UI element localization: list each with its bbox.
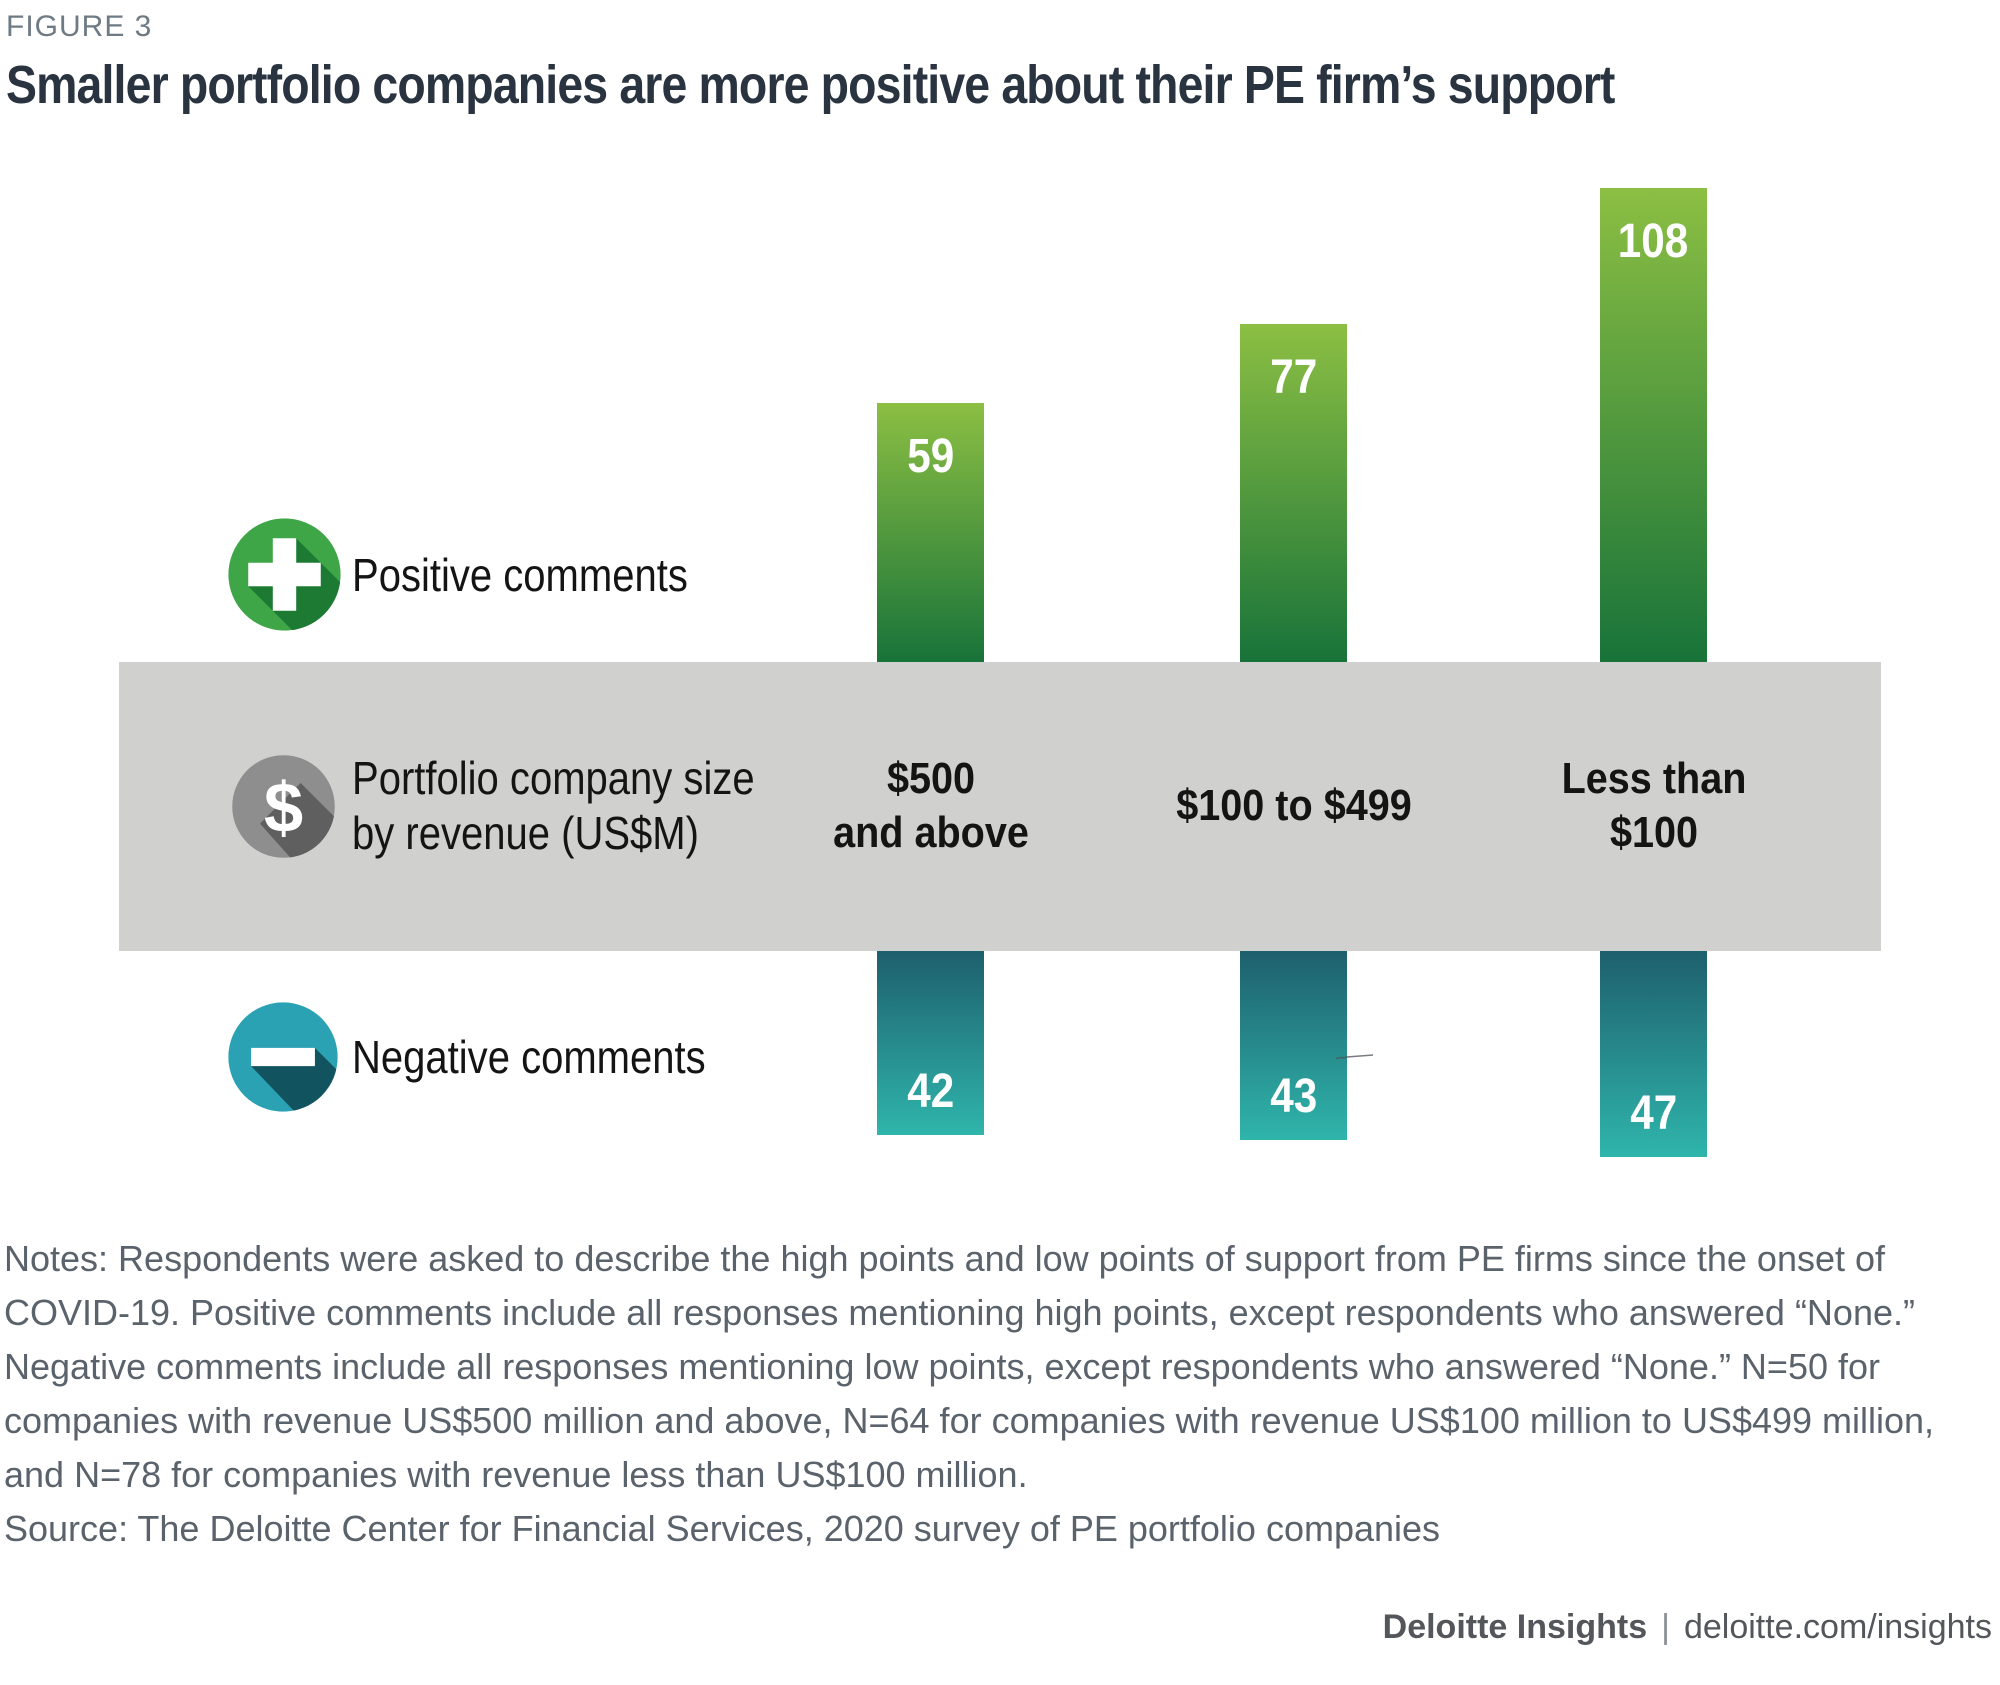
negative-bar: 42 — [877, 951, 984, 1135]
footer-url[interactable]: deloitte.com/insights — [1683, 1608, 1992, 1646]
positive-bar: 77 — [1240, 324, 1347, 662]
legend-negative-label: Negative comments — [352, 1031, 706, 1083]
plus-icon — [228, 518, 341, 631]
category-label: $500 and above — [832, 754, 1029, 857]
stray-mark — [1335, 1054, 1374, 1060]
notes-text: Notes: Respondents were asked to describ… — [4, 1238, 1935, 1549]
dollar-icon: $ — [232, 755, 335, 858]
negative-bar: 43 — [1240, 951, 1347, 1140]
footer-brand: Deloitte Insights — [1382, 1608, 1648, 1646]
page-title: Smaller portfolio companies are more pos… — [6, 55, 1615, 115]
category-band — [119, 662, 1881, 951]
bar-value-label: 108 — [1618, 215, 1689, 268]
negative-bar: 47 — [1600, 951, 1707, 1157]
positive-bar: 108 — [1600, 188, 1707, 662]
band-axis-label: Portfolio company size by revenue (US$M) — [352, 752, 755, 859]
category-label: Less than $100 — [1561, 754, 1746, 857]
svg-text:$: $ — [264, 768, 303, 847]
footer-separator: | — [1661, 1608, 1670, 1646]
minus-icon — [228, 1002, 338, 1112]
positive-bar: 59 — [877, 403, 984, 662]
bar-value-label: 43 — [1270, 1070, 1317, 1123]
bar-value-label: 59 — [907, 430, 954, 483]
figure-label: FIGURE 3 — [6, 10, 153, 43]
bar-value-label: 42 — [907, 1065, 954, 1118]
legend-positive-label: Positive comments — [352, 549, 688, 601]
bar-value-label: 47 — [1630, 1087, 1677, 1140]
category-label: $100 to $499 — [1175, 781, 1412, 830]
footer: Deloitte Insights | deloitte.com/insights — [1383, 1608, 1992, 1647]
bar-value-label: 77 — [1270, 351, 1317, 404]
